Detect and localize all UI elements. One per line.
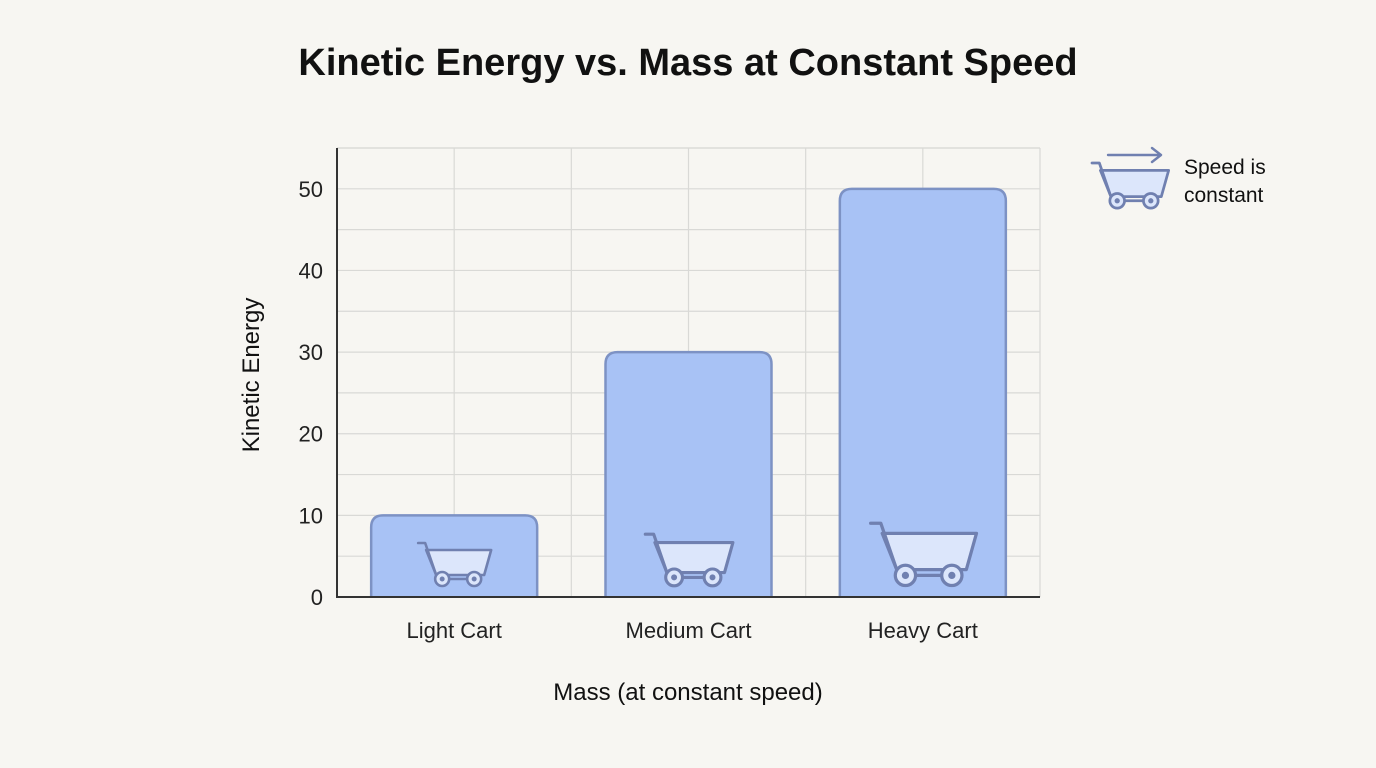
y-tick-label: 30: [299, 340, 323, 365]
x-tick-label: Heavy Cart: [868, 618, 978, 643]
bars: [369, 187, 1008, 597]
x-tick-labels: Light Cart Medium Cart Heavy Cart: [406, 618, 977, 643]
bar-medium-cart: [604, 350, 773, 597]
x-axis-label: Mass (at constant speed): [553, 679, 822, 706]
y-tick-labels: 0 10 20 30 40 50: [299, 177, 323, 610]
y-tick-label: 0: [311, 585, 323, 610]
arrow-right-icon: [1106, 146, 1163, 164]
chart-title: Kinetic Energy vs. Mass at Constant Spee…: [298, 42, 1077, 84]
legend: Speed is constant: [1090, 146, 1266, 210]
shopping-cart-icon: [1090, 161, 1171, 210]
y-tick-label: 40: [299, 258, 323, 283]
y-tick-label: 10: [299, 503, 323, 528]
x-tick-label: Light Cart: [406, 618, 501, 643]
shopping-cart-icon: [643, 532, 735, 588]
y-tick-label: 50: [299, 177, 323, 202]
x-tick-label: Medium Cart: [626, 618, 752, 643]
shopping-cart-icon: [416, 541, 493, 588]
y-axis-label: Kinetic Energy: [238, 298, 265, 453]
legend-text-line2: constant: [1184, 184, 1264, 207]
shopping-cart-icon: [869, 521, 979, 588]
legend-text-line1: Speed is: [1184, 156, 1266, 179]
cart-with-arrow-icon: [1090, 146, 1171, 210]
y-tick-label: 20: [299, 422, 323, 447]
bar-heavy-cart: [838, 187, 1008, 597]
